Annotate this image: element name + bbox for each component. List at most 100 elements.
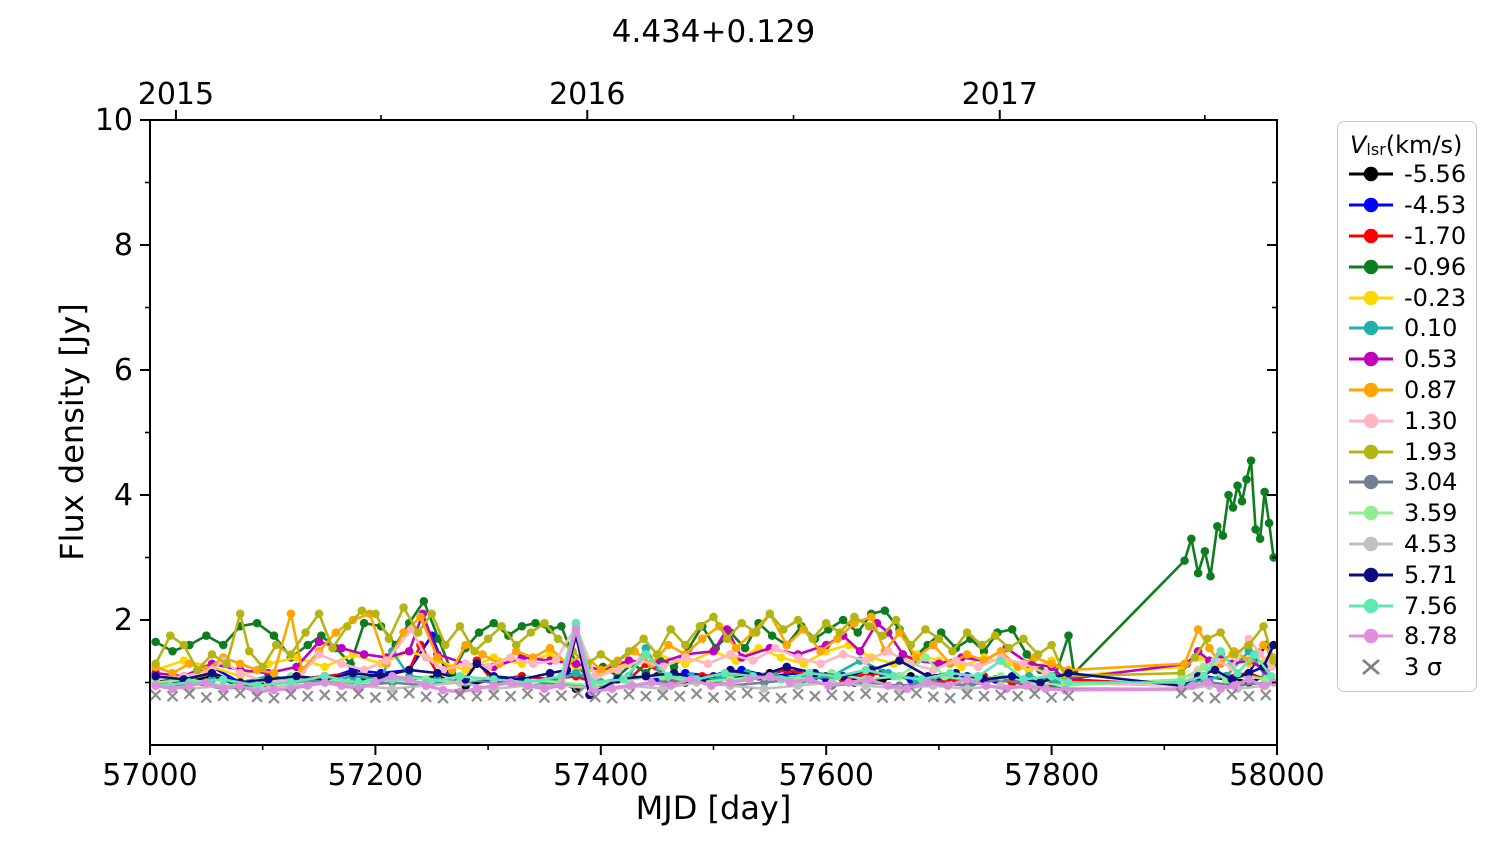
data-point bbox=[314, 609, 324, 619]
sigma-marker bbox=[521, 687, 534, 700]
data-point bbox=[354, 678, 363, 687]
legend-entry: 3.04 bbox=[1348, 467, 1466, 498]
data-point bbox=[440, 640, 450, 650]
data-point bbox=[824, 681, 833, 690]
data-point bbox=[628, 681, 637, 690]
sigma-marker bbox=[690, 687, 703, 700]
year-tick-label: 2015 bbox=[138, 77, 214, 112]
sigma-marker bbox=[369, 691, 382, 704]
data-point bbox=[664, 671, 673, 681]
data-point bbox=[776, 653, 786, 662]
data-point bbox=[782, 640, 792, 650]
legend-label: 1.93 bbox=[1404, 437, 1458, 466]
sigma-marker bbox=[302, 690, 314, 703]
data-point bbox=[1210, 665, 1220, 675]
data-point bbox=[981, 681, 991, 690]
sigma-marker bbox=[944, 692, 956, 704]
data-point bbox=[883, 681, 893, 690]
legend-line-marker-icon bbox=[1349, 629, 1393, 644]
data-point bbox=[269, 631, 279, 640]
sigma-marker bbox=[893, 689, 906, 702]
data-point bbox=[962, 650, 972, 659]
data-point bbox=[996, 656, 1006, 665]
data-point bbox=[337, 659, 346, 669]
data-point bbox=[151, 671, 160, 681]
data-point bbox=[624, 646, 634, 656]
data-point bbox=[384, 634, 394, 644]
data-point bbox=[235, 659, 245, 669]
sigma-marker bbox=[758, 691, 770, 703]
data-point bbox=[472, 684, 482, 694]
data-point bbox=[1064, 631, 1073, 640]
data-point bbox=[740, 643, 750, 653]
data-point bbox=[706, 681, 716, 690]
data-point bbox=[359, 665, 369, 675]
legend-entry: -1.70 bbox=[1348, 221, 1466, 252]
data-point bbox=[641, 671, 651, 681]
data-point bbox=[320, 671, 329, 681]
legend-label: 0.10 bbox=[1404, 314, 1458, 343]
data-point bbox=[748, 656, 758, 665]
data-point bbox=[639, 634, 648, 644]
data-point bbox=[785, 678, 795, 687]
data-point bbox=[974, 671, 983, 681]
data-point bbox=[1269, 640, 1278, 650]
data-point bbox=[286, 678, 296, 687]
data-point bbox=[1019, 634, 1028, 644]
y-axis-ticks: 2 4 6 8 10 bbox=[95, 103, 150, 684]
data-point bbox=[545, 668, 555, 678]
sigma-marker bbox=[234, 687, 246, 699]
sigma-marker bbox=[606, 692, 618, 704]
data-point bbox=[752, 628, 761, 637]
legend-entry: 0.87 bbox=[1348, 375, 1466, 406]
legend-entry: -0.23 bbox=[1348, 282, 1466, 313]
data-point bbox=[165, 631, 175, 640]
sigma-marker bbox=[640, 690, 652, 703]
data-point bbox=[235, 668, 245, 678]
data-point bbox=[1216, 628, 1225, 637]
data-point bbox=[1202, 634, 1212, 644]
data-point bbox=[371, 678, 380, 687]
data-point bbox=[745, 675, 754, 684]
data-point bbox=[587, 687, 597, 697]
data-point bbox=[357, 606, 367, 615]
data-point bbox=[168, 684, 177, 694]
sigma-marker bbox=[707, 691, 720, 704]
sigma-marker bbox=[487, 689, 500, 701]
legend-entry: 0.53 bbox=[1348, 344, 1466, 375]
legend-entry: 8.78 bbox=[1348, 621, 1466, 652]
data-point bbox=[759, 684, 769, 694]
top-year-axis: 2015 2016 2017 bbox=[138, 77, 1206, 120]
data-point bbox=[681, 653, 690, 662]
data-point bbox=[816, 659, 825, 669]
data-point bbox=[1188, 681, 1197, 690]
data-point bbox=[1246, 456, 1256, 465]
sigma-marker bbox=[183, 687, 196, 700]
data-point bbox=[793, 653, 803, 662]
data-point bbox=[703, 659, 713, 669]
legend-entry: -0.96 bbox=[1348, 251, 1466, 282]
data-point bbox=[1244, 675, 1254, 684]
data-point bbox=[793, 681, 803, 690]
data-point bbox=[962, 628, 972, 637]
legend-label: 3 σ bbox=[1404, 653, 1443, 682]
data-point bbox=[737, 618, 746, 628]
data-point bbox=[455, 687, 465, 697]
data-point bbox=[511, 640, 521, 650]
data-point bbox=[1237, 496, 1247, 506]
data-point bbox=[1047, 659, 1056, 669]
data-point bbox=[799, 659, 808, 669]
sigma-marker bbox=[200, 691, 213, 704]
data-point bbox=[455, 621, 465, 631]
sigma-marker bbox=[724, 689, 737, 702]
y-tick-label: 8 bbox=[114, 228, 133, 263]
data-point bbox=[1193, 625, 1203, 634]
x-tick-label: 57600 bbox=[778, 758, 873, 793]
sigma-marker bbox=[1175, 687, 1187, 699]
data-point bbox=[722, 625, 732, 634]
data-point bbox=[337, 681, 346, 690]
sigma-marker bbox=[555, 689, 568, 702]
data-point bbox=[359, 618, 369, 628]
